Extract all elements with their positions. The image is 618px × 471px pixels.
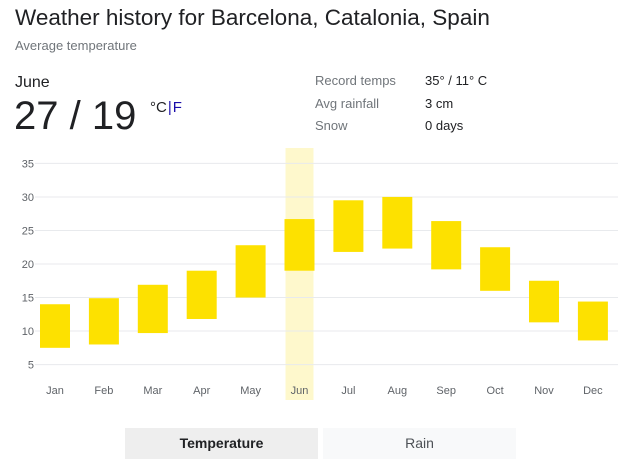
selected-month: June <box>15 74 50 91</box>
page-title: Weather history for Barcelona, Catalonia… <box>15 5 490 30</box>
bar-feb <box>88 298 119 345</box>
bar-oct <box>480 247 511 291</box>
x-tick-label: Sep <box>436 385 456 397</box>
x-tick-label: Dec <box>583 385 603 397</box>
stat-value: 3 cm <box>425 95 454 111</box>
stat-label: Avg rainfall <box>315 95 380 111</box>
bar-jan <box>40 304 70 348</box>
stat-label: Record temps <box>315 73 396 88</box>
y-tick-label: 30 <box>22 192 34 204</box>
selected-temps: 27 / 19 <box>14 94 137 138</box>
temperature-chart: 5 10 15 20 25 30 35 Jan Feb Mar Apr May Jun Jul Aug Sep… <box>22 148 618 400</box>
x-tick-label: May <box>240 385 261 397</box>
y-tick-label: 15 <box>22 293 34 305</box>
x-tick-label: Apr <box>193 385 210 397</box>
bar-apr <box>186 270 217 319</box>
tab-temperature[interactable]: Temperature <box>125 428 318 459</box>
page-subtitle: Average temperature <box>15 38 137 53</box>
bar-dec <box>577 301 608 341</box>
bar-may <box>235 245 266 298</box>
bar-jul <box>333 200 364 252</box>
y-tick-label: 5 <box>28 360 34 372</box>
unit-fahrenheit[interactable]: F <box>172 99 182 116</box>
bar-sep <box>431 221 462 270</box>
unit-toggle: °C|F <box>150 99 182 116</box>
y-tick-label: 25 <box>22 225 34 237</box>
unit-separator: | <box>167 99 172 116</box>
y-tick-label: 10 <box>22 326 34 338</box>
x-tick-label: Jun <box>291 385 309 397</box>
selected-month-highlight <box>285 148 314 400</box>
y-tick-label: 20 <box>22 259 34 271</box>
stat-value: 0 days <box>425 118 464 133</box>
bar-nov <box>529 280 559 323</box>
x-tick-label: Jan <box>46 385 64 397</box>
x-tick-label: Jul <box>341 385 355 397</box>
chart-tabs: Temperature Rain <box>125 428 516 459</box>
x-tick-label: Aug <box>388 385 408 397</box>
tab-rain[interactable]: Rain <box>323 428 516 459</box>
stat-label: Snow <box>315 118 348 133</box>
y-tick-label: 35 <box>22 158 34 170</box>
x-tick-label: Feb <box>94 385 113 397</box>
bar-jun <box>284 219 315 271</box>
bar-mar <box>137 284 168 334</box>
bar-aug <box>382 196 413 249</box>
x-tick-label: Oct <box>487 385 504 397</box>
stat-value: 35° / 11° C <box>425 73 488 88</box>
unit-celsius[interactable]: °C <box>150 99 167 116</box>
x-tick-label: Mar <box>143 385 162 397</box>
x-tick-label: Nov <box>534 385 554 397</box>
